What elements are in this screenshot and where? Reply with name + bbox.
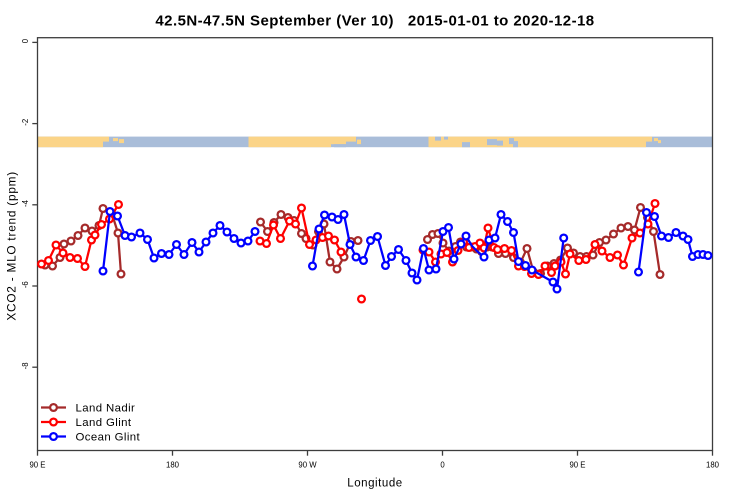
svg-text:-4: -4 bbox=[21, 199, 30, 207]
svg-text:180: 180 bbox=[706, 461, 720, 470]
svg-text:Ocean Glint: Ocean Glint bbox=[76, 432, 141, 444]
svg-text:42.5N-47.5N September (Ver 10): 42.5N-47.5N September (Ver 10) 2015-01-0… bbox=[155, 13, 594, 30]
svg-text:90 E: 90 E bbox=[29, 461, 45, 470]
svg-text:90 E: 90 E bbox=[569, 461, 585, 470]
svg-text:0: 0 bbox=[21, 38, 30, 43]
svg-text:180: 180 bbox=[166, 461, 180, 470]
svg-text:Land Glint: Land Glint bbox=[76, 417, 132, 429]
svg-text:90 W: 90 W bbox=[298, 461, 317, 470]
svg-text:XCO2 - MLO trend (ppm): XCO2 - MLO trend (ppm) bbox=[4, 171, 18, 321]
svg-text:Land Nadir: Land Nadir bbox=[76, 403, 136, 415]
svg-text:-6: -6 bbox=[21, 281, 30, 288]
svg-text:Longitude: Longitude bbox=[347, 478, 402, 490]
svg-text:-8: -8 bbox=[21, 362, 30, 369]
svg-text:-2: -2 bbox=[21, 119, 30, 126]
svg-text:0: 0 bbox=[440, 461, 445, 470]
